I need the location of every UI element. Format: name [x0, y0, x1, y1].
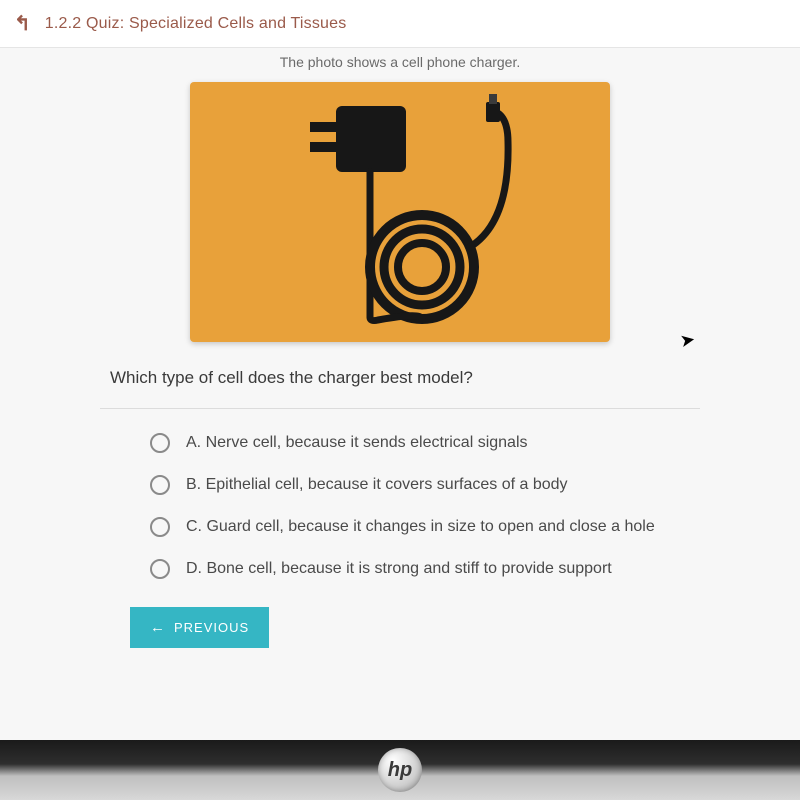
previous-button-label: PREVIOUS: [174, 620, 249, 635]
option-a[interactable]: A. Nerve cell, because it sends electric…: [150, 433, 730, 453]
option-label: A. Nerve cell, because it sends electric…: [186, 434, 528, 452]
option-b[interactable]: B. Epithelial cell, because it covers su…: [150, 475, 730, 495]
option-d[interactable]: D. Bone cell, because it is strong and s…: [150, 559, 730, 579]
arrow-left-icon: ←: [150, 619, 166, 636]
laptop-bezel: hp: [0, 740, 800, 800]
previous-button[interactable]: ← PREVIOUS: [130, 607, 269, 648]
question-image: [190, 82, 610, 342]
divider: [100, 408, 700, 409]
top-bar: ↰ 1.2.2 Quiz: Specialized Cells and Tiss…: [0, 0, 800, 48]
option-c[interactable]: C. Guard cell, because it changes in siz…: [150, 517, 730, 537]
option-label: B. Epithelial cell, because it covers su…: [186, 476, 568, 494]
quiz-screen: ↰ 1.2.2 Quiz: Specialized Cells and Tiss…: [0, 0, 800, 740]
charger-illustration-icon: [190, 82, 610, 342]
radio-icon[interactable]: [150, 433, 170, 453]
option-label: D. Bone cell, because it is strong and s…: [186, 560, 612, 578]
page-title: 1.2.2 Quiz: Specialized Cells and Tissue…: [45, 15, 347, 33]
radio-icon[interactable]: [150, 517, 170, 537]
option-label: C. Guard cell, because it changes in siz…: [186, 518, 655, 536]
radio-icon[interactable]: [150, 559, 170, 579]
options-list: A. Nerve cell, because it sends electric…: [150, 433, 730, 579]
radio-icon[interactable]: [150, 475, 170, 495]
question-text: Which type of cell does the charger best…: [110, 368, 730, 388]
content-area: The photo shows a cell phone charger.: [0, 48, 800, 668]
back-arrow-icon[interactable]: ↰: [14, 11, 31, 36]
truncated-prompt-text: The photo shows a cell phone charger.: [70, 54, 730, 72]
hp-logo-icon: hp: [378, 748, 422, 792]
